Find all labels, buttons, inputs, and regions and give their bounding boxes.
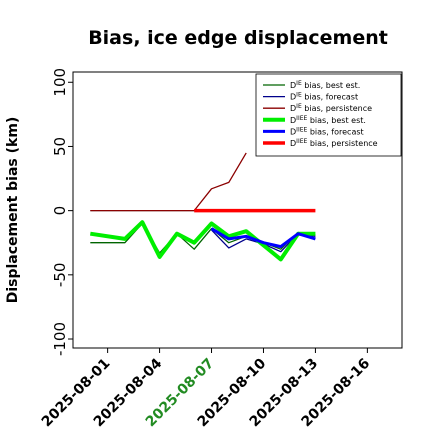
legend-label: DIE bias, persistence [290,103,372,113]
series-line-3 [90,152,247,212]
series-group [90,152,316,262]
chart-title: Bias, ice edge displacement [88,27,388,49]
series-line-4 [90,220,316,262]
legend-label: DIE bias, best est. [290,80,360,90]
plot-area [72,71,403,349]
legend-label: DIIEE bias, persistence [290,138,378,148]
y-tick-label: 50 [51,137,69,156]
legend-label: DIIEE bias, best est. [290,115,366,125]
y-tick-label: 0 [51,206,69,216]
legend: DIE bias, best est. DIE bias, forecastDIE… [255,73,402,157]
y-tick-label: 100 [51,68,69,97]
y-tick-label: -50 [51,263,69,288]
y-axis-label: Displacement bias (km) [5,117,21,304]
y-tick-label: -100 [51,322,69,356]
series-line-5 [210,227,316,249]
plot-frame [72,71,403,349]
legend-label: DIE bias, forecast [290,92,358,102]
legend-label: DIIEE bias, forecast [290,126,364,136]
